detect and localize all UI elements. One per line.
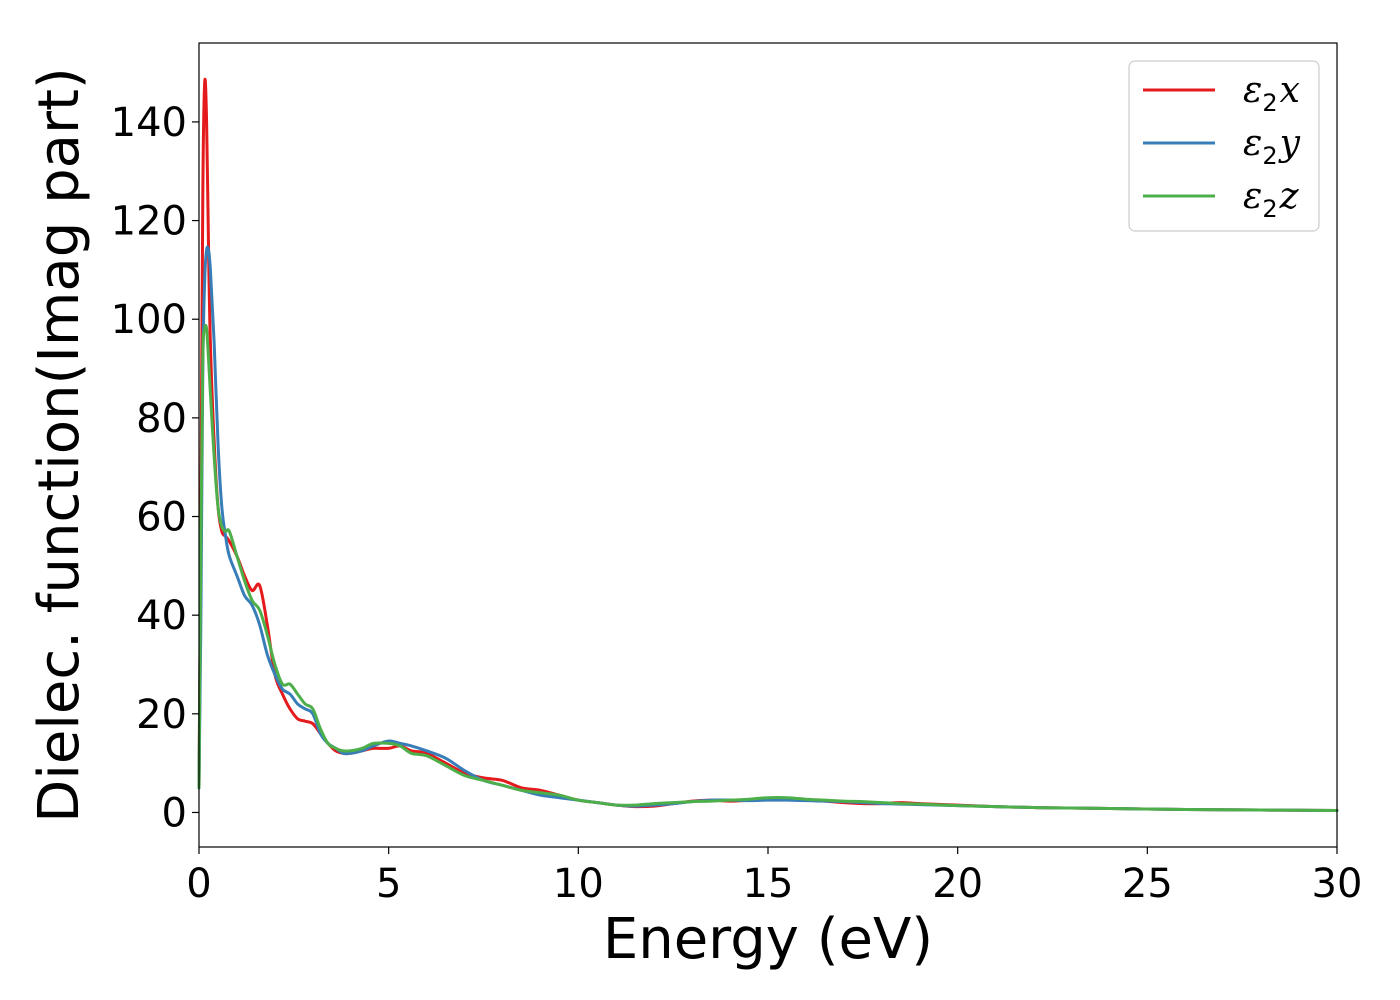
x-tick-label: 20	[932, 861, 983, 907]
legend-label-z: ε2z	[1243, 176, 1300, 223]
y-tick-label: 120	[111, 199, 187, 245]
x-axis-ticks: 0 5 10 15 20 25 30	[186, 847, 1362, 907]
x-tick-label: 5	[376, 861, 401, 907]
y-tick-label: 0	[162, 790, 187, 836]
plot-frame	[198, 42, 1338, 848]
y-tick-label: 60	[136, 495, 187, 541]
y-axis-ticks: 0 20 40 60 80 100 120 140	[111, 100, 199, 836]
x-tick-label: 0	[186, 861, 211, 907]
y-tick-label: 100	[111, 297, 187, 343]
series-lines	[197, 77, 1339, 812]
legend-box	[1128, 60, 1320, 232]
y-tick-label: 40	[136, 593, 187, 639]
legend-label-x: ε2x	[1243, 70, 1300, 117]
legend-label-y: ε2y	[1243, 123, 1301, 170]
x-axis-label: Energy (eV)	[603, 907, 933, 972]
legend: ε2x ε2y ε2z	[1128, 60, 1320, 232]
x-tick-label: 10	[553, 861, 604, 907]
y-tick-label: 140	[111, 100, 187, 146]
y-tick-label: 80	[136, 396, 187, 442]
y-axis-label: Dielec. function(Imag part)	[27, 67, 92, 823]
series-line-z	[197, 323, 1339, 812]
y-tick-label: 20	[136, 692, 187, 738]
x-tick-label: 25	[1122, 861, 1173, 907]
x-tick-label: 15	[743, 861, 794, 907]
x-tick-label: 30	[1312, 861, 1363, 907]
